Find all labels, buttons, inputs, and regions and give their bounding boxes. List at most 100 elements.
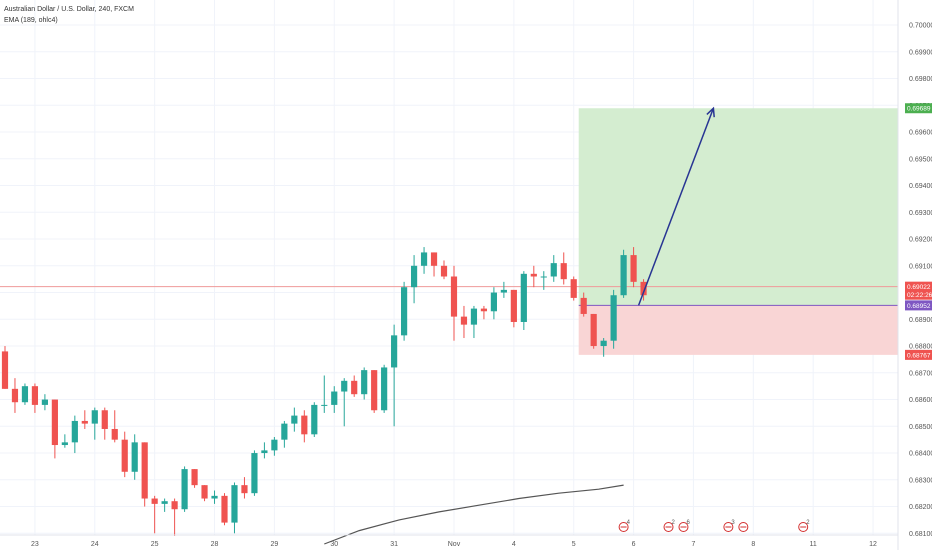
candle-body bbox=[500, 289, 507, 293]
candle bbox=[510, 289, 517, 328]
candle bbox=[600, 338, 607, 357]
candle bbox=[371, 370, 378, 413]
candle bbox=[610, 289, 617, 349]
event-marker: 4 bbox=[618, 520, 631, 532]
event-marker: 2 bbox=[798, 520, 810, 532]
candle bbox=[261, 442, 268, 459]
candle-body bbox=[381, 367, 388, 411]
y-tick-label: 0.68200 bbox=[909, 504, 932, 511]
indicator-label: EMA (189, ohlc4) bbox=[4, 17, 58, 24]
price-label: 0.68767 bbox=[905, 349, 932, 360]
y-tick-label: 0.69500 bbox=[909, 156, 932, 163]
candle bbox=[440, 260, 448, 280]
candle-body bbox=[341, 380, 348, 392]
price-label-text: 0.69022 bbox=[907, 284, 931, 291]
y-tick-label: 0.69300 bbox=[909, 210, 932, 217]
ema-line bbox=[324, 484, 624, 545]
candle bbox=[430, 252, 438, 277]
y-tick-label: 0.69200 bbox=[909, 237, 932, 244]
y-tick-label: 0.69100 bbox=[909, 263, 932, 270]
event-marker: 3 bbox=[723, 520, 735, 532]
candle-body bbox=[540, 276, 547, 278]
candle bbox=[540, 271, 547, 290]
candle-body bbox=[610, 295, 617, 341]
candle-body bbox=[570, 279, 577, 298]
candle-body bbox=[141, 442, 148, 499]
x-tick-label: 5 bbox=[572, 541, 576, 548]
candle bbox=[311, 402, 318, 437]
y-tick-label: 0.68500 bbox=[909, 424, 932, 431]
candle-body bbox=[231, 485, 238, 523]
candle bbox=[61, 434, 68, 448]
candle bbox=[580, 292, 587, 317]
candle-body bbox=[510, 289, 517, 322]
candle-body bbox=[470, 308, 478, 325]
candle-body bbox=[121, 439, 128, 472]
event-marker bbox=[738, 522, 749, 532]
candle bbox=[401, 281, 408, 341]
event-marker-count: 6 bbox=[686, 520, 690, 526]
y-tick-label: 0.69600 bbox=[909, 130, 932, 137]
candle-body bbox=[490, 292, 497, 312]
candle bbox=[560, 252, 567, 285]
candle-body bbox=[620, 255, 627, 296]
candle bbox=[550, 255, 557, 282]
candle-body bbox=[410, 265, 418, 288]
candle-body bbox=[261, 450, 268, 454]
price-label-bg bbox=[905, 289, 932, 300]
candle-body bbox=[301, 415, 308, 435]
price-label: 02:22:26 bbox=[905, 289, 932, 300]
candle-body bbox=[520, 273, 527, 322]
price-label-text: 02:22:26 bbox=[907, 292, 932, 299]
candle bbox=[231, 482, 238, 534]
candle bbox=[341, 378, 348, 427]
candle-body bbox=[550, 263, 557, 277]
candle bbox=[121, 431, 128, 478]
price-label: 0.68952 bbox=[905, 300, 932, 311]
candle bbox=[51, 399, 58, 459]
candle-body bbox=[640, 281, 647, 296]
candle bbox=[520, 271, 527, 330]
candle-body bbox=[101, 410, 108, 429]
projection-arrow-line bbox=[637, 107, 715, 306]
candle bbox=[470, 305, 478, 339]
candle-body bbox=[580, 297, 587, 314]
x-tick-label: 23 bbox=[31, 541, 39, 548]
candle bbox=[111, 410, 118, 443]
candle bbox=[241, 477, 248, 499]
loss-zone bbox=[578, 305, 898, 355]
x-tick-label: 28 bbox=[211, 541, 219, 548]
candles bbox=[1, 247, 647, 536]
y-tick-label: 0.68700 bbox=[909, 370, 932, 377]
candle bbox=[530, 265, 537, 288]
x-tick-label: 30 bbox=[330, 541, 338, 548]
candle-body bbox=[51, 399, 58, 446]
candle-body bbox=[361, 370, 368, 395]
y-tick-label: 0.68900 bbox=[909, 317, 932, 324]
candle bbox=[351, 375, 358, 397]
candle bbox=[81, 410, 88, 429]
candle bbox=[41, 394, 48, 411]
candle-body bbox=[480, 308, 488, 312]
candle bbox=[31, 383, 39, 413]
candle-body bbox=[460, 316, 468, 325]
y-tick-label: 0.68400 bbox=[909, 451, 932, 458]
candle bbox=[620, 249, 627, 298]
candle bbox=[281, 420, 288, 448]
y-tick-label: 0.69800 bbox=[909, 76, 932, 83]
candle bbox=[640, 279, 647, 301]
candle bbox=[171, 498, 178, 536]
candle-body bbox=[630, 255, 637, 282]
candle-body bbox=[291, 415, 298, 424]
candle-body bbox=[131, 442, 138, 472]
candle bbox=[630, 247, 637, 288]
candle-body bbox=[111, 428, 118, 440]
candle-body bbox=[530, 273, 537, 277]
candle-body bbox=[171, 501, 178, 510]
price-label-bg bbox=[905, 300, 932, 311]
candle bbox=[151, 495, 158, 534]
candle-body bbox=[41, 399, 48, 405]
candle bbox=[71, 415, 78, 454]
